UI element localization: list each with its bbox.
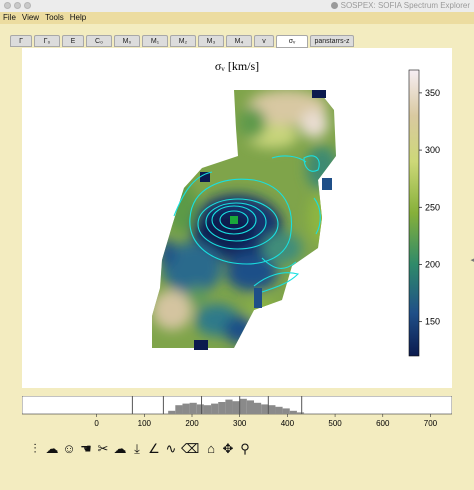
colorbar-tick-label: 200 <box>425 259 440 269</box>
histogram-bin <box>203 405 212 414</box>
tab-gamma0[interactable]: Γ₀ <box>34 35 60 47</box>
tab-m1[interactable]: M₁ <box>142 35 168 47</box>
tab-v[interactable]: v <box>254 35 274 47</box>
colorbar-tick-label: 250 <box>425 202 440 212</box>
histogram-bin <box>211 403 219 414</box>
flux-contours <box>173 155 321 293</box>
tab-m0[interactable]: M₀ <box>114 35 140 47</box>
histogram-bin <box>182 403 190 414</box>
histogram-bin <box>282 408 290 414</box>
colorbar-ticks: 150 200 250 300 350 <box>419 88 440 327</box>
histogram-tick-label: 600 <box>376 419 390 428</box>
histogram-tick-label: 500 <box>328 419 342 428</box>
window-title: SOSPEX: SOFIA Spectrum Explorer <box>330 1 470 10</box>
histogram-bin <box>196 404 204 414</box>
histogram-bin <box>246 400 254 414</box>
histogram-bin <box>296 412 305 414</box>
histogram-tick-label: 0 <box>94 419 99 428</box>
menu-help[interactable]: Help <box>69 13 87 22</box>
map-masked-edges <box>194 90 332 350</box>
menu-tools[interactable]: Tools <box>45 13 64 22</box>
colorbar-tick-label: 300 <box>425 145 440 155</box>
menu-view[interactable]: View <box>21 13 40 22</box>
histogram-bin <box>239 398 247 414</box>
histogram-bin <box>232 401 240 414</box>
histogram-tick-label: 700 <box>424 419 438 428</box>
map-image <box>152 90 336 348</box>
colorbar-tick-label: 350 <box>425 88 440 98</box>
colorbar-tick-label: 150 <box>425 317 440 327</box>
histogram-bin <box>275 406 283 414</box>
histogram-bin <box>254 402 262 414</box>
tab-c0[interactable]: C₀ <box>86 35 112 47</box>
sospex-logo-icon <box>330 2 338 9</box>
histogram-bin <box>175 405 183 414</box>
sliders-icon[interactable]: ⫶ <box>33 441 37 456</box>
tab-e[interactable]: E <box>62 35 84 47</box>
histogram-panel: 0 100 200 300 400 500 600 700 <box>21 395 453 430</box>
histogram-bin <box>289 410 297 414</box>
histogram-axis: 0 100 200 300 400 500 600 700 <box>94 414 438 428</box>
intensity-histogram[interactable]: 0 100 200 300 400 500 600 700 <box>21 395 453 430</box>
download-icon[interactable]: ⤓ <box>134 441 140 456</box>
tab-m3[interactable]: M₃ <box>198 35 224 47</box>
histogram-bin <box>261 404 269 414</box>
histogram-bins <box>168 398 305 414</box>
fit-icon[interactable]: ∠ <box>148 441 160 456</box>
tab-m4[interactable]: M₄ <box>226 35 252 47</box>
minimize-window-button[interactable] <box>14 2 21 9</box>
close-window-button[interactable] <box>4 2 11 9</box>
map-panel: σᵥ [km/s] <box>22 48 452 388</box>
histogram-bin <box>218 402 226 414</box>
histogram-bin <box>189 402 197 414</box>
aperture-marker[interactable] <box>230 216 238 224</box>
map-title: σᵥ [km/s] <box>215 59 259 73</box>
colorbar <box>408 69 420 357</box>
histogram-bin <box>268 405 276 414</box>
tab-panstarrs-z[interactable]: panstarrs-z <box>310 35 354 47</box>
velocity-dispersion-map[interactable]: σᵥ [km/s] <box>22 48 452 388</box>
zoom-icon[interactable]: ⚲ <box>240 441 250 456</box>
wave-icon[interactable]: ∿ <box>165 441 177 456</box>
histogram-tick-label: 300 <box>233 419 247 428</box>
home-icon[interactable]: ⌂ <box>207 441 215 456</box>
histogram-tick-label: 100 <box>138 419 152 428</box>
cloud-add-icon[interactable]: ☁ <box>45 441 59 456</box>
tab-m2[interactable]: M₂ <box>170 35 196 47</box>
menu-bar: File View Tools Help <box>0 12 474 24</box>
histogram-tick-label: 400 <box>281 419 295 428</box>
tab-sigma-v[interactable]: σᵥ <box>276 35 308 48</box>
move-icon[interactable]: ✥ <box>222 441 234 456</box>
eraser-icon[interactable]: ⌫ <box>181 441 200 456</box>
tab-gamma[interactable]: Γ <box>10 35 32 47</box>
side-handle-icon[interactable]: ◂ <box>470 257 474 264</box>
smiley-icon[interactable]: ☺ <box>62 441 76 456</box>
hand-icon[interactable]: ☚ <box>80 441 92 456</box>
cut-icon[interactable]: ✂ <box>97 441 109 456</box>
window-title-text: SOSPEX: SOFIA Spectrum Explorer <box>340 1 470 10</box>
menu-file[interactable]: File <box>3 13 16 22</box>
zoom-window-button[interactable] <box>24 2 31 9</box>
cloud-icon[interactable]: ☁ <box>113 441 127 456</box>
histogram-tick-label: 200 <box>185 419 199 428</box>
histogram-bin <box>168 410 176 414</box>
histogram-limits[interactable] <box>131 396 303 414</box>
histogram-bin <box>225 399 233 414</box>
